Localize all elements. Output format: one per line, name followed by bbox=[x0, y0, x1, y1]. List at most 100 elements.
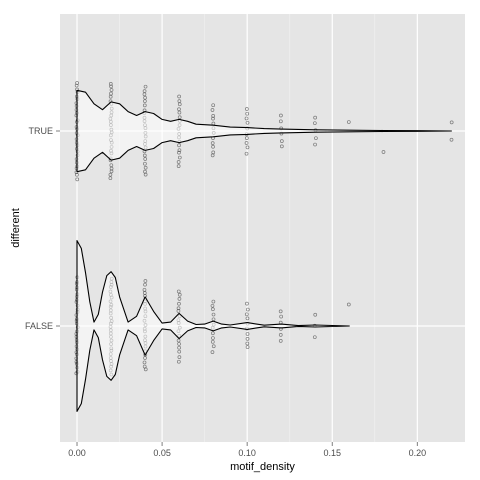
data-point bbox=[108, 94, 113, 99]
data-point bbox=[177, 143, 181, 148]
data-point bbox=[245, 337, 250, 341]
data-point bbox=[244, 116, 249, 121]
violin-false bbox=[76, 240, 350, 412]
data-point bbox=[211, 336, 215, 340]
data-point bbox=[245, 332, 250, 336]
data-point bbox=[109, 169, 114, 174]
data-point bbox=[313, 115, 317, 120]
data-point bbox=[314, 136, 318, 141]
data-point bbox=[278, 339, 283, 343]
data-point bbox=[177, 150, 181, 155]
x-tick-label: 0.10 bbox=[238, 448, 256, 458]
x-tick-label: 0.05 bbox=[153, 448, 171, 458]
data-point bbox=[143, 172, 148, 177]
data-point bbox=[278, 309, 283, 314]
data-point bbox=[74, 170, 79, 175]
data-point bbox=[211, 116, 215, 121]
data-point bbox=[244, 107, 249, 111]
data-point bbox=[210, 153, 215, 158]
data-point bbox=[74, 83, 79, 88]
data-point bbox=[313, 142, 317, 147]
y-axis-title: different bbox=[10, 208, 22, 248]
data-point bbox=[244, 151, 249, 156]
data-point bbox=[75, 177, 80, 182]
data-point bbox=[143, 95, 147, 100]
data-point bbox=[75, 172, 79, 177]
data-point bbox=[245, 341, 250, 346]
data-point bbox=[177, 94, 181, 99]
data-point bbox=[244, 141, 249, 145]
data-point bbox=[278, 332, 283, 337]
data-point bbox=[177, 342, 181, 346]
data-point bbox=[143, 356, 147, 360]
y-tick-label: FALSE bbox=[25, 321, 53, 331]
data-point bbox=[210, 339, 215, 344]
data-point bbox=[210, 350, 215, 354]
data-point bbox=[143, 161, 147, 166]
data-point bbox=[211, 299, 216, 304]
data-point bbox=[109, 84, 113, 89]
data-point bbox=[211, 307, 215, 312]
data-point bbox=[177, 349, 182, 354]
data-point bbox=[245, 145, 250, 150]
data-point bbox=[142, 153, 147, 158]
data-point bbox=[108, 176, 113, 181]
data-point bbox=[143, 279, 148, 283]
y-tick-label: TRUE bbox=[29, 126, 54, 136]
data-point bbox=[279, 113, 283, 118]
y-axis-ticks: TRUE FALSE bbox=[25, 126, 60, 331]
data-point bbox=[109, 88, 114, 92]
data-point bbox=[312, 121, 317, 126]
data-point bbox=[210, 303, 215, 308]
data-point bbox=[143, 367, 148, 372]
x-axis-title: motif_density bbox=[230, 461, 295, 473]
data-point bbox=[75, 81, 79, 85]
grid-minor bbox=[119, 14, 376, 442]
data-point bbox=[176, 160, 181, 164]
data-point bbox=[279, 139, 284, 143]
data-point bbox=[177, 110, 182, 115]
data-point bbox=[177, 115, 182, 120]
data-point bbox=[177, 301, 181, 306]
data-point bbox=[211, 331, 215, 336]
data-point bbox=[143, 165, 148, 170]
x-tick-label: 0.20 bbox=[409, 448, 427, 458]
data-point bbox=[211, 312, 216, 317]
data-point bbox=[279, 314, 283, 319]
data-point bbox=[177, 148, 182, 153]
data-point bbox=[177, 297, 182, 301]
data-point bbox=[245, 111, 250, 116]
data-point bbox=[177, 155, 182, 160]
data-point bbox=[143, 282, 147, 287]
data-point bbox=[177, 102, 182, 107]
data-point bbox=[177, 107, 181, 112]
data-point bbox=[177, 355, 182, 359]
data-point bbox=[449, 137, 454, 142]
data-point bbox=[210, 141, 215, 145]
data-point bbox=[244, 136, 249, 140]
data-point bbox=[142, 103, 147, 108]
violin-layer bbox=[76, 89, 452, 412]
data-point bbox=[312, 335, 317, 340]
data-point bbox=[210, 108, 215, 112]
data-point bbox=[245, 301, 249, 306]
data-point bbox=[108, 172, 113, 177]
data-point bbox=[278, 119, 283, 124]
data-point bbox=[246, 307, 250, 312]
data-point bbox=[176, 309, 181, 313]
data-point bbox=[346, 302, 351, 307]
x-axis-ticks: 0.00 0.05 0.10 0.15 0.20 bbox=[68, 442, 426, 458]
data-point bbox=[177, 345, 181, 350]
data-point bbox=[313, 312, 318, 317]
data-point bbox=[211, 103, 216, 108]
violin-true bbox=[76, 89, 452, 173]
data-point bbox=[245, 120, 250, 125]
data-point bbox=[108, 82, 113, 86]
data-point bbox=[143, 84, 148, 89]
data-point bbox=[142, 360, 147, 365]
data-point bbox=[381, 150, 386, 154]
x-tick-label: 0.15 bbox=[324, 448, 342, 458]
plot-panel bbox=[60, 14, 465, 442]
data-point bbox=[211, 144, 215, 149]
